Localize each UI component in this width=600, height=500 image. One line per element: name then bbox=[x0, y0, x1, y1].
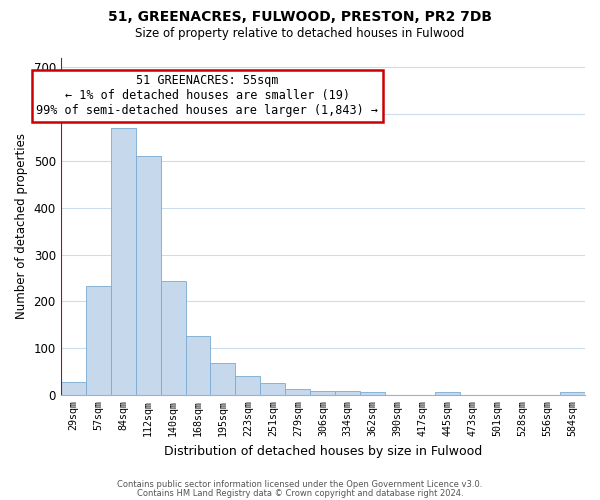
Bar bbox=[435, 392, 460, 396]
X-axis label: Distribution of detached houses by size in Fulwood: Distribution of detached houses by size … bbox=[164, 444, 482, 458]
Y-axis label: Number of detached properties: Number of detached properties bbox=[15, 134, 28, 320]
Bar bbox=[286, 388, 310, 396]
Bar bbox=[560, 392, 585, 396]
Bar bbox=[136, 156, 161, 396]
Bar bbox=[110, 128, 136, 396]
Text: Contains HM Land Registry data © Crown copyright and database right 2024.: Contains HM Land Registry data © Crown c… bbox=[137, 488, 463, 498]
Bar bbox=[260, 382, 286, 396]
Text: 51 GREENACRES: 55sqm
← 1% of detached houses are smaller (19)
99% of semi-detach: 51 GREENACRES: 55sqm ← 1% of detached ho… bbox=[37, 74, 379, 118]
Bar bbox=[61, 382, 86, 396]
Bar bbox=[310, 390, 335, 396]
Bar bbox=[335, 390, 360, 396]
Bar bbox=[235, 376, 260, 396]
Bar bbox=[161, 282, 185, 396]
Bar bbox=[211, 364, 235, 396]
Bar bbox=[185, 336, 211, 396]
Text: Contains public sector information licensed under the Open Government Licence v3: Contains public sector information licen… bbox=[118, 480, 482, 489]
Bar bbox=[86, 286, 110, 396]
Bar bbox=[360, 392, 385, 396]
Text: 51, GREENACRES, FULWOOD, PRESTON, PR2 7DB: 51, GREENACRES, FULWOOD, PRESTON, PR2 7D… bbox=[108, 10, 492, 24]
Text: Size of property relative to detached houses in Fulwood: Size of property relative to detached ho… bbox=[136, 28, 464, 40]
